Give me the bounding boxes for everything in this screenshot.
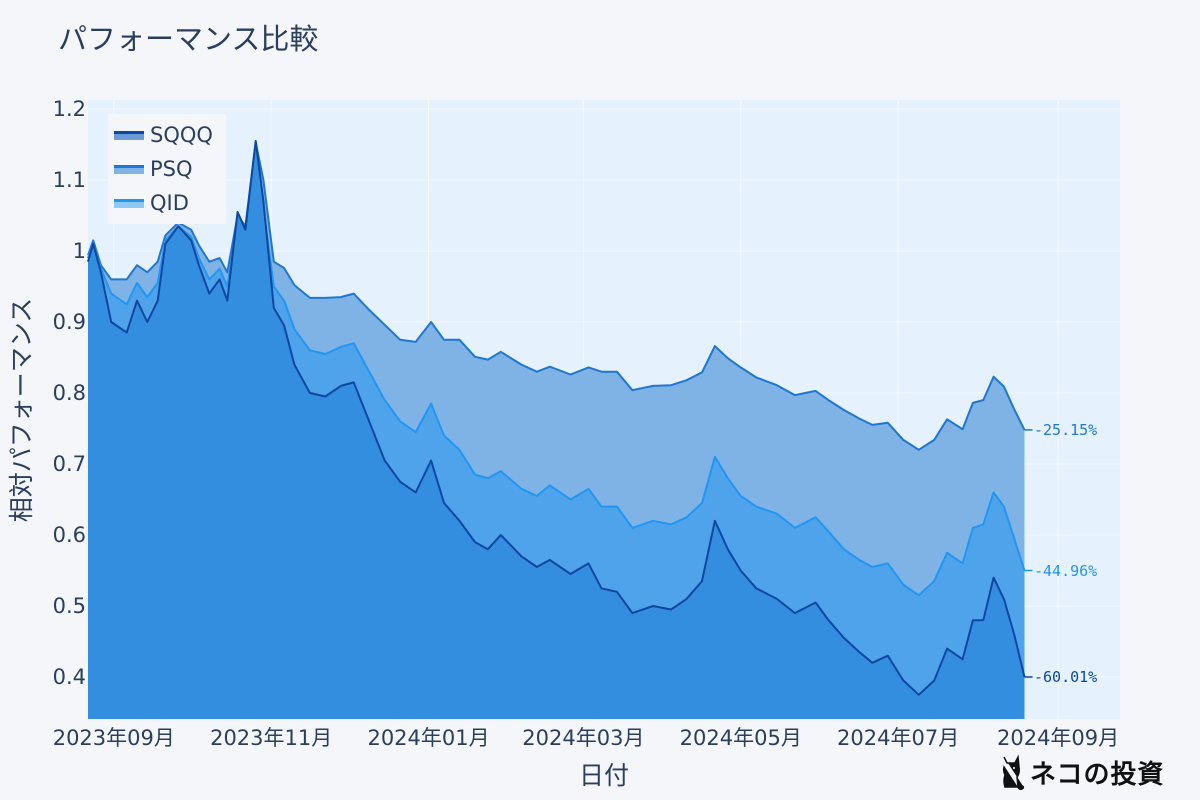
legend-label: SQQQ [150,123,213,147]
legend-swatch-sqqq [114,130,144,140]
x-tick-label: 2024年05月 [679,726,802,750]
legend-swatch-qid [114,198,144,208]
line-psq [87,141,1026,451]
y-tick-label: 1.2 [52,97,86,121]
y-tick-label: 0.8 [52,381,86,405]
x-tick-label: 2024年07月 [837,726,960,750]
x-axis-title: 日付 [578,761,630,790]
legend-swatch-psq [114,164,144,174]
y-axis-title: 相対パフォーマンス [7,297,36,523]
y-tick-label: 0.9 [52,310,86,334]
y-tick-label: 0.6 [52,523,86,547]
end-label-psq: -25.15% [1034,421,1098,439]
y-tick-label: 0.7 [52,452,86,476]
legend: SQQQ PSQ QID [108,114,226,224]
end-label-qid: -44.96% [1034,562,1098,580]
x-tick-label: 2024年01月 [367,726,490,750]
legend-item-qid[interactable]: QID [114,188,189,218]
y-tick-label: 0.4 [52,665,86,689]
line-qid [87,171,1026,597]
legend-item-psq[interactable]: PSQ [114,154,193,184]
watermark-logo: ネコの投資 [998,752,1164,792]
y-tick-label: 0.5 [52,594,86,618]
end-label-sqqq: -60.01% [1034,668,1098,686]
area-sqqq [88,140,1025,719]
watermark-text: ネコの投資 [1030,759,1165,790]
legend-label: QID [150,191,189,215]
x-tick-label: 2023年09月 [52,726,175,750]
line-sqqq [87,139,1026,696]
cat-icon [1002,754,1025,790]
x-tick-label: 2024年03月 [522,726,645,750]
legend-item-sqqq[interactable]: SQQQ [114,120,213,150]
x-tick-label: 2024年09月 [996,726,1120,750]
chart-title: パフォーマンス比較 [58,22,319,56]
y-tick-label: 1 [72,239,86,263]
legend-label: PSQ [150,157,193,181]
x-tick-label: 2023年11月 [210,726,333,750]
y-tick-label: 1.1 [52,168,86,192]
